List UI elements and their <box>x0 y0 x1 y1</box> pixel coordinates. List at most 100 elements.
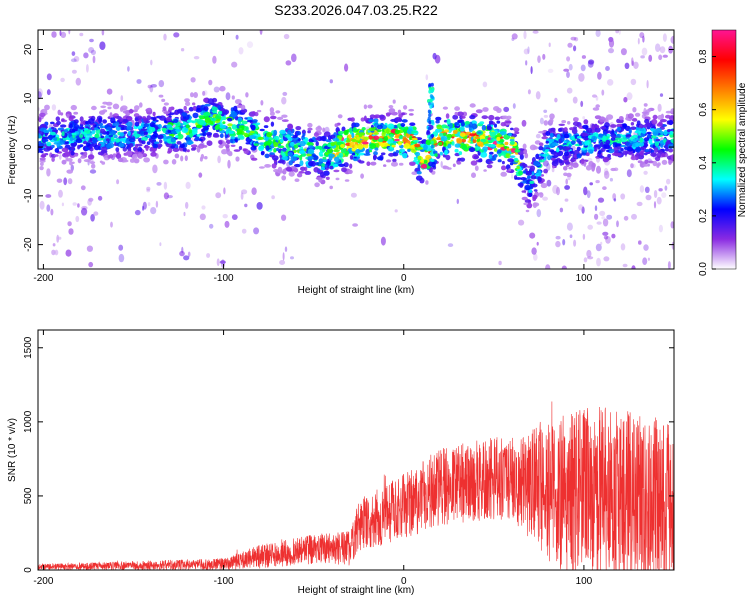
heatmap-cell-326 <box>67 178 73 185</box>
heatmap-cell-2583 <box>355 134 359 138</box>
heatmap-cell-2351 <box>307 148 315 155</box>
heatmap-cell-2904 <box>665 141 671 145</box>
heatmap-cell-499 <box>185 101 191 106</box>
heatmap-cell-1392 <box>256 109 262 113</box>
heatmap-cell-281 <box>482 81 488 88</box>
heatmap-cell-169 <box>206 253 211 258</box>
heatmap-cell-1764 <box>543 144 551 148</box>
heatmap-cell-3029 <box>428 83 432 88</box>
heatmap-cell-354 <box>623 96 628 103</box>
heatmap-cell-381 <box>83 52 89 59</box>
heatmap-cell-2605 <box>152 118 156 122</box>
snr-frame <box>37 329 675 571</box>
heatmap-cell-2957 <box>299 160 304 167</box>
heatmap-cell-3023 <box>428 120 432 125</box>
heatmap-cell-3007 <box>203 97 209 103</box>
heatmap-cell-2704 <box>417 155 422 160</box>
heatmap-cell-1475 <box>301 136 306 140</box>
heatmap-cell-3028 <box>427 116 431 121</box>
heatmap-cell-239 <box>542 196 548 201</box>
heatmap-cell-369 <box>647 257 651 261</box>
heatmap-cell-142 <box>631 57 634 66</box>
heatmap-y-tick-label-3: 10 <box>23 92 34 104</box>
heatmap-cell-2615 <box>165 116 172 122</box>
heatmap-cell-2472 <box>355 139 362 143</box>
heatmap-cell-153 <box>527 46 530 54</box>
heatmap-cell-2041 <box>98 117 103 124</box>
heatmap-cell-75 <box>602 231 609 236</box>
heatmap-cell-2370 <box>438 141 443 146</box>
heatmap-cell-2780 <box>350 117 355 122</box>
heatmap-cell-1894 <box>501 160 505 165</box>
heatmap-cell-2913 <box>640 128 645 132</box>
heatmap-cell-1659 <box>66 169 73 174</box>
heatmap-cell-2053 <box>471 172 476 178</box>
heatmap-cell-2725 <box>73 153 79 157</box>
heatmap-cell-215 <box>238 47 244 55</box>
heatmap-cell-1623 <box>461 138 466 143</box>
heatmap-cell-2373 <box>434 153 438 158</box>
heatmap-cell-2517 <box>459 126 465 132</box>
heatmap-cell-6 <box>185 201 189 209</box>
heatmap-cell-2671 <box>346 139 351 143</box>
heatmap-cell-3034 <box>428 101 432 106</box>
heatmap-cell-1444 <box>184 98 190 103</box>
heatmap-cell-2511 <box>271 155 279 161</box>
heatmap-cell-2691 <box>264 164 271 168</box>
heatmap-cell-733 <box>258 166 265 169</box>
heatmap-cell-1101 <box>122 147 128 152</box>
heatmap-cell-345 <box>75 77 82 86</box>
heatmap-cell-1826 <box>435 137 443 141</box>
heatmap-cell-1900 <box>246 119 254 123</box>
heatmap-cell-1652 <box>226 150 233 156</box>
heatmap-cell-2896 <box>42 138 49 142</box>
heatmap-cell-71 <box>244 203 248 208</box>
heatmap-cell-46 <box>282 252 285 261</box>
heatmap-cell-2711 <box>77 144 81 150</box>
heatmap-cell-298 <box>565 178 568 185</box>
heatmap-cell-45 <box>217 155 221 164</box>
heatmap-cell-2079 <box>133 113 140 118</box>
heatmap-cell-2224 <box>159 115 166 121</box>
heatmap-cell-2921 <box>667 143 674 149</box>
heatmap-cell-1902 <box>451 141 455 146</box>
heatmap-cell-2491 <box>80 121 85 125</box>
heatmap-cell-2447 <box>73 119 79 124</box>
heatmap-cell-1562 <box>594 127 601 133</box>
heatmap-cell-1789 <box>260 100 264 106</box>
heatmap-cell-917 <box>126 121 133 127</box>
heatmap-cell-1146 <box>538 142 544 147</box>
heatmap-cell-2754 <box>639 137 644 143</box>
heatmap-cell-231 <box>607 79 614 86</box>
heatmap-cell-2043 <box>373 151 378 156</box>
heatmap-cell-2889 <box>630 122 635 126</box>
heatmap-cell-2638 <box>162 106 167 112</box>
heatmap-cell-2844 <box>88 118 95 124</box>
heatmap-cell-3045 <box>427 126 432 131</box>
heatmap-cell-1636 <box>569 127 575 131</box>
heatmap-cell-1452 <box>417 164 421 170</box>
heatmap-cell-1982 <box>251 111 256 115</box>
heatmap-cell-2187 <box>576 138 581 143</box>
heatmap-cell-14 <box>120 95 124 102</box>
heatmap-cell-199 <box>623 215 629 221</box>
heatmap-cell-1958 <box>443 142 447 147</box>
heatmap-cell-2564 <box>294 163 301 168</box>
heatmap-cell-614 <box>286 148 291 152</box>
heatmap-cell-2846 <box>515 177 522 180</box>
heatmap-cell-366 <box>50 208 54 216</box>
heatmap-cell-2217 <box>134 121 140 127</box>
heatmap-cell-2869 <box>198 115 203 118</box>
heatmap-cell-3000 <box>190 144 198 148</box>
heatmap-cell-2640 <box>665 114 671 119</box>
heatmap-cell-338 <box>637 37 640 45</box>
heatmap-cell-244 <box>512 103 516 109</box>
heatmap-cell-314 <box>574 37 579 42</box>
heatmap-cell-2908 <box>509 155 516 158</box>
heatmap-cell-15 <box>198 172 203 178</box>
heatmap-cell-990 <box>188 106 194 112</box>
heatmap-cell-1720 <box>139 102 143 108</box>
heatmap-cell-2619 <box>560 136 565 142</box>
heatmap-cell-1487 <box>539 153 544 156</box>
heatmap-cell-2669 <box>583 137 589 141</box>
